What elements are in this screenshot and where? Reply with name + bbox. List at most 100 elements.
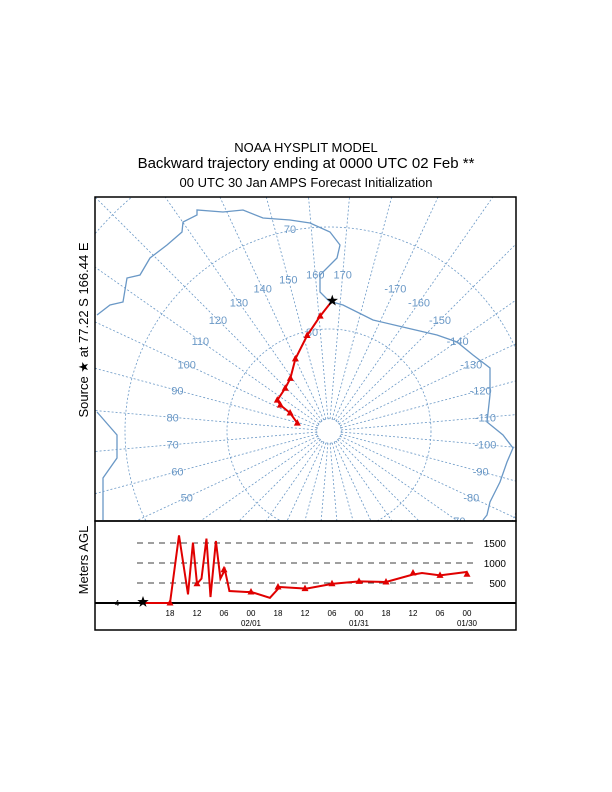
height-marker — [301, 584, 309, 592]
meridian-line — [333, 441, 372, 521]
meridian-line — [95, 197, 321, 423]
x-tick-label: 12 — [409, 609, 418, 618]
x-tick-label: 12 — [193, 609, 202, 618]
trajectory-marker — [286, 409, 294, 416]
meridian-line — [329, 443, 338, 521]
x-tick-label: 18 — [274, 609, 283, 618]
x-tick-label: 06 — [328, 609, 337, 618]
trajectory-marker — [291, 354, 299, 362]
chart-initialization: 00 UTC 30 Jan AMPS Forecast Initializati… — [179, 175, 433, 190]
height-marker — [355, 577, 363, 584]
height-marker — [409, 569, 417, 576]
x-tick-label: 12 — [301, 609, 310, 618]
meridian-line — [164, 197, 323, 422]
meridian-line — [286, 441, 325, 521]
latitude-circle — [316, 418, 342, 444]
meridian-line — [339, 343, 516, 427]
meridian-line — [337, 439, 420, 521]
height-marker — [274, 583, 282, 590]
longitude-label: -70 — [450, 516, 466, 528]
meridian-line — [304, 442, 327, 521]
longitude-label: -110 — [475, 412, 496, 424]
height-line — [143, 535, 468, 604]
x-tick-label: 00 — [247, 609, 256, 618]
meridian-line — [238, 439, 321, 521]
meridian-line — [335, 197, 494, 422]
meridian-line — [338, 299, 516, 425]
x-tick-label: 00 — [463, 609, 472, 618]
longitude-label: -150 — [429, 315, 451, 327]
x-date-label: 01/31 — [349, 619, 370, 628]
meridian-line — [331, 442, 354, 521]
latitude-circle — [124, 226, 516, 521]
height-axis-label: Meters AGL — [76, 526, 91, 595]
meridian-line — [95, 433, 318, 495]
height-marker — [328, 579, 336, 587]
meridian-line — [320, 443, 329, 521]
meridian-line — [308, 197, 329, 419]
height-marker — [463, 570, 471, 577]
longitude-label: -170 — [384, 284, 406, 296]
longitude-label: 160 — [306, 270, 324, 282]
x-tick-label: 06 — [436, 609, 445, 618]
start-height-label: 4 — [115, 599, 120, 608]
source-label: Source ★ at 77.22 S 166.44 E — [76, 242, 91, 417]
longitude-label: 70 — [166, 440, 178, 452]
x-tick-label: 06 — [220, 609, 229, 618]
meridian-line — [331, 197, 393, 420]
x-date-label: 01/30 — [457, 619, 478, 628]
meridian-line — [95, 367, 318, 429]
meridian-line — [329, 197, 350, 419]
longitude-label: 150 — [279, 274, 297, 286]
meridian-line — [335, 440, 393, 521]
longitude-label: -100 — [474, 440, 496, 452]
meridian-line — [95, 431, 317, 452]
trajectory-marker — [303, 331, 311, 339]
meridian-line — [200, 437, 320, 521]
longitude-label: 90 — [171, 385, 183, 397]
longitude-label: -130 — [460, 360, 482, 372]
meridian-line — [338, 437, 458, 521]
latitude-circle — [226, 328, 432, 521]
latitude-circle — [95, 197, 133, 235]
longitude-label: -120 — [470, 385, 492, 397]
coastline-west — [96, 411, 118, 520]
meridian-line — [341, 431, 516, 448]
longitude-label: 60 — [171, 467, 183, 479]
trajectory-marker — [286, 374, 294, 381]
longitude-label: -160 — [408, 297, 430, 309]
longitude-label: 50 — [181, 492, 193, 504]
meridian-line — [135, 435, 319, 521]
longitude-label: 110 — [192, 336, 210, 348]
meridian-line — [95, 410, 317, 431]
height-marker — [220, 565, 228, 573]
height-marker — [247, 588, 255, 595]
height-frame — [94, 520, 517, 631]
y-tick-label: 1500 — [484, 539, 507, 550]
y-tick-label: 1000 — [484, 559, 507, 570]
chart-title: NOAA HYSPLIT MODEL — [234, 140, 378, 155]
x-tick-label: 18 — [166, 609, 175, 618]
meridian-line — [333, 197, 439, 421]
meridian-line — [95, 266, 320, 425]
trajectory-marker — [293, 419, 301, 426]
source-star-icon — [326, 294, 338, 306]
height-marker — [436, 571, 444, 578]
y-tick-label: 500 — [489, 579, 506, 590]
meridian-line — [95, 321, 319, 427]
coastline — [96, 209, 514, 521]
longitude-label: 80 — [166, 412, 178, 424]
meridian-line — [219, 197, 325, 421]
height-marker — [193, 579, 201, 587]
height-marker — [382, 578, 390, 585]
height-marker — [166, 599, 174, 606]
x-tick-label: 00 — [355, 609, 364, 618]
meridian-line — [265, 440, 323, 521]
map-frame — [94, 196, 517, 522]
longitude-label: 130 — [230, 297, 248, 309]
x-tick-label: 18 — [382, 609, 391, 618]
longitude-label: -90 — [473, 467, 489, 479]
